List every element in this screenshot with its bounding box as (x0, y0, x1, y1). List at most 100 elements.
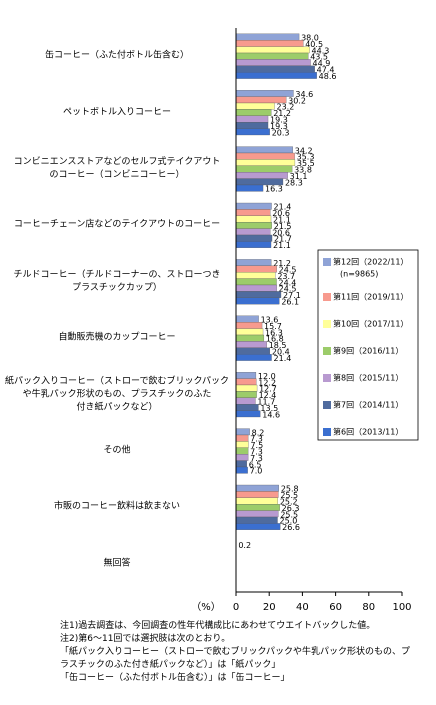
value-label: 7.0 (250, 467, 263, 476)
category-label: 無回答 (103, 558, 131, 569)
bar (235, 102, 275, 110)
value-label: 25.2 (280, 498, 298, 507)
bar (235, 334, 265, 342)
value-label: 13.6 (261, 316, 279, 325)
x-axis-label: （%） (191, 601, 221, 613)
value-label: 19.3 (270, 122, 288, 131)
x-tick-label: 80 (362, 602, 375, 613)
value-label: 16.3 (265, 185, 283, 194)
bar (235, 146, 293, 154)
value-label: 19.3 (270, 116, 288, 125)
value-label: 33.8 (294, 166, 312, 175)
bar (235, 215, 272, 223)
bar (235, 441, 249, 448)
category-label: その他 (103, 445, 131, 456)
value-label: 25.8 (281, 485, 299, 494)
bar (235, 372, 257, 379)
bar (235, 397, 256, 405)
bar (235, 222, 272, 229)
legend-label: 第8回（2015/11） (333, 373, 403, 383)
category-label: 缶コーヒー（ふた付ボトル缶含む） (44, 50, 189, 61)
bar (235, 497, 278, 505)
value-label: 25.0 (280, 517, 298, 526)
value-label: 40.5 (305, 40, 323, 49)
value-label: 44.3 (312, 46, 330, 55)
bar (235, 378, 257, 386)
category-label: コーヒーチェーン店などのテイクアウトのコーヒー (13, 219, 221, 230)
value-label: 31.1 (290, 172, 308, 181)
value-label: 21.7 (274, 235, 292, 244)
value-label: 28.3 (285, 178, 303, 187)
legend-label: 第9回（2016/11） (333, 346, 403, 356)
legend-swatch (323, 293, 331, 301)
value-label: 34.2 (295, 146, 313, 155)
category-label: 自動販売機のカップコーヒー (58, 332, 176, 343)
x-tick-label: 100 (392, 602, 411, 613)
value-label: 21.5 (274, 222, 292, 231)
footnote: ラスチックのふた付き紙パックなど）」は「紙パック」 (60, 660, 281, 670)
bar (235, 347, 271, 355)
value-label: 26.1 (281, 298, 299, 307)
category-label: チルドコーヒー（チルドコーナーの、ストローつき プラスチックカップ） (13, 269, 221, 293)
bar (235, 434, 249, 442)
bar (235, 59, 311, 66)
bar (235, 202, 272, 210)
bar (235, 184, 264, 192)
value-label: 7.5 (250, 441, 263, 450)
footnote: 「缶コーヒー（ふた付ボトル缶含む）」は「缶コーヒー」 (60, 673, 290, 683)
value-label: 23.2 (277, 103, 295, 112)
value-label: 12.0 (258, 372, 276, 381)
bar (235, 428, 250, 436)
bar (235, 404, 259, 411)
bar (235, 234, 273, 242)
bar (235, 460, 247, 468)
bar (235, 466, 248, 474)
value-label: 21.4 (274, 354, 292, 363)
legend-swatch (323, 428, 331, 436)
bar (235, 109, 272, 116)
bar (235, 391, 257, 398)
legend-swatch (323, 401, 331, 409)
category-label: 紙パック入りコーヒー（ストローで飲むブリックパック や牛乳パック形状のもの、プラ… (4, 376, 229, 413)
footnote: 注2)第6～11回では選択肢は次のとおり。 (60, 634, 231, 644)
bar (235, 284, 277, 292)
bar (235, 159, 296, 166)
value-label: 34.6 (295, 90, 313, 99)
legend-label: 第6回（2013/11） (333, 427, 403, 437)
value-label: 20.3 (272, 128, 290, 137)
value-label: 8.2 (252, 428, 265, 437)
value-label: 26.3 (282, 504, 300, 513)
value-label: 25.5 (280, 491, 298, 500)
bar (235, 516, 278, 524)
bar (235, 128, 270, 136)
legend-swatch (323, 258, 331, 266)
category-label: コンビニエンスストアなどのセルフ式テイクアウト のコーヒー（コンビニコーヒー） (13, 157, 221, 180)
value-label: 12.4 (259, 391, 277, 400)
bar (235, 228, 271, 236)
bar (235, 504, 280, 511)
value-label: 21.2 (273, 259, 291, 268)
value-label: 15.7 (264, 322, 282, 331)
legend-swatch (323, 374, 331, 382)
value-label: 6.5 (249, 460, 262, 469)
bar (235, 72, 317, 79)
legend-box (317, 249, 419, 441)
bar (235, 297, 280, 305)
bar (235, 328, 264, 336)
bar (235, 172, 288, 179)
value-label: 11.7 (257, 398, 275, 407)
value-label: 48.6 (319, 72, 337, 81)
bar (235, 152, 295, 160)
bar (235, 523, 281, 530)
bar (235, 209, 271, 216)
bar (235, 491, 279, 498)
bar (235, 265, 277, 273)
bar (235, 278, 277, 286)
value-label: 30.2 (288, 96, 306, 105)
value-label: 18.5 (269, 341, 287, 350)
value-label: 7.3 (250, 435, 263, 444)
value-label: 27.1 (283, 291, 301, 300)
value-label: 24.5 (279, 285, 297, 294)
x-tick-label: 20 (263, 602, 276, 613)
bar (235, 272, 276, 279)
